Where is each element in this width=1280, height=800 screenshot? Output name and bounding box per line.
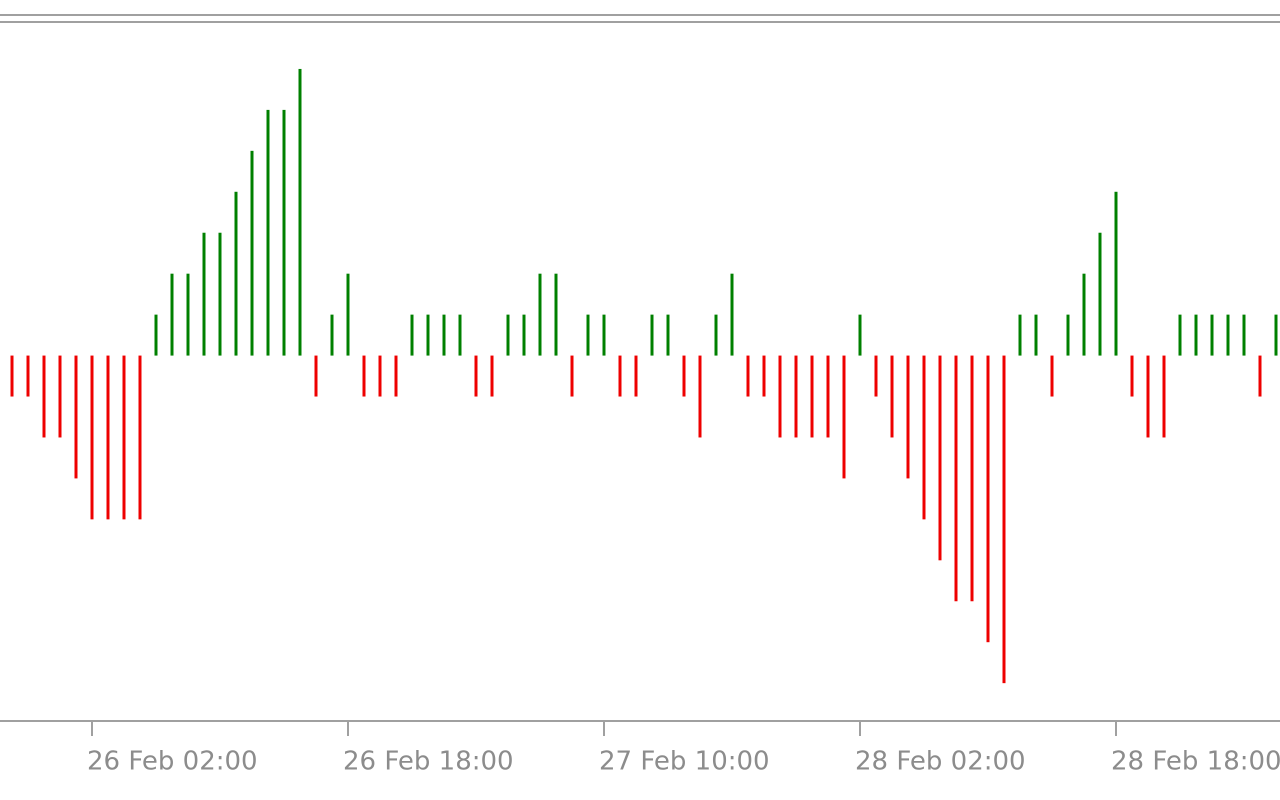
bar — [330, 314, 334, 356]
bar — [602, 314, 606, 356]
bar — [538, 273, 542, 356]
bar — [746, 355, 750, 397]
bar — [90, 355, 94, 520]
bar — [266, 109, 270, 356]
bar — [346, 273, 350, 356]
bar — [362, 355, 366, 397]
bar — [986, 355, 990, 643]
bar — [666, 314, 670, 356]
bar — [1210, 314, 1214, 356]
bar — [1194, 314, 1198, 356]
bar — [218, 232, 222, 356]
bar — [778, 355, 782, 438]
bar — [394, 355, 398, 397]
bar — [794, 355, 798, 438]
x-tick-label: 26 Feb 18:00 — [343, 747, 514, 777]
bar — [1034, 314, 1038, 356]
bar — [1050, 355, 1054, 397]
x-tick-label: 25 Feb 10:00 — [0, 747, 2, 777]
bar — [42, 355, 46, 438]
bar — [858, 314, 862, 356]
bar — [810, 355, 814, 438]
bar — [170, 273, 174, 356]
bar — [234, 191, 238, 356]
bar — [842, 355, 846, 479]
bar — [586, 314, 590, 356]
bar — [650, 314, 654, 356]
x-tick-label: 28 Feb 18:00 — [1111, 747, 1280, 777]
bar — [1130, 355, 1134, 397]
bar — [1082, 273, 1086, 356]
bar — [426, 314, 430, 356]
bar — [618, 355, 622, 397]
bar — [138, 355, 142, 520]
bar — [298, 68, 302, 356]
bar — [10, 355, 14, 397]
bar — [762, 355, 766, 397]
bar — [554, 273, 558, 356]
bar — [874, 355, 878, 397]
bar — [970, 355, 974, 602]
bar — [58, 355, 62, 438]
bar — [122, 355, 126, 520]
bar — [250, 150, 254, 356]
bar — [314, 355, 318, 397]
bar — [1114, 191, 1118, 356]
bar — [634, 355, 638, 397]
bar — [714, 314, 718, 356]
bar — [730, 273, 734, 356]
bar — [1146, 355, 1150, 438]
bar — [1258, 355, 1262, 397]
bar — [1018, 314, 1022, 356]
bar — [570, 355, 574, 397]
bar — [154, 314, 158, 356]
bar — [442, 314, 446, 356]
bar — [26, 355, 30, 397]
bar — [458, 314, 462, 356]
bar — [410, 314, 414, 356]
bar — [1162, 355, 1166, 438]
bar — [682, 355, 686, 397]
bar — [282, 109, 286, 356]
x-tick-label: 27 Feb 10:00 — [599, 747, 770, 777]
bar — [106, 355, 110, 520]
bar — [954, 355, 958, 602]
bar — [1066, 314, 1070, 356]
bar — [826, 355, 830, 438]
bar — [890, 355, 894, 438]
bar — [490, 355, 494, 397]
bar — [1242, 314, 1246, 356]
bar — [1002, 355, 1006, 684]
bar — [938, 355, 942, 561]
bar — [1178, 314, 1182, 356]
bar — [1226, 314, 1230, 356]
bar — [202, 232, 206, 356]
bar — [906, 355, 910, 479]
bar — [74, 355, 78, 479]
bar — [186, 273, 190, 356]
bar — [378, 355, 382, 397]
bar — [698, 355, 702, 438]
x-tick-label: 26 Feb 02:00 — [87, 747, 258, 777]
bar — [1274, 314, 1278, 356]
x-tick-label: 28 Feb 02:00 — [855, 747, 1026, 777]
bar — [474, 355, 478, 397]
bar — [1098, 232, 1102, 356]
bar — [922, 355, 926, 520]
bar — [522, 314, 526, 356]
bar — [506, 314, 510, 356]
